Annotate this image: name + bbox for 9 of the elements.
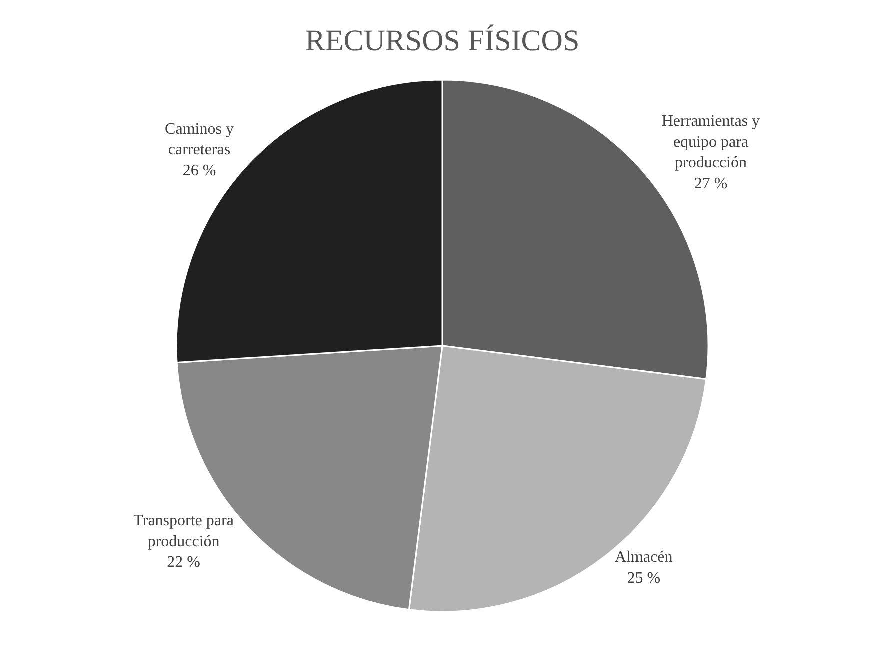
chart-title: RECURSOS FÍSICOS [305, 24, 580, 58]
slice-label: Transporte para producción [134, 512, 234, 550]
data-label: 25 % [627, 570, 661, 587]
slice-label: Caminos y carreteras [165, 120, 234, 159]
data-label: 27 % [694, 175, 728, 192]
data-label: 26 % [182, 162, 216, 180]
data-label: 22 % [167, 554, 200, 572]
slice-label: Almacén [614, 549, 673, 566]
slice-label: Herramientas y equipo para producción [662, 113, 760, 172]
